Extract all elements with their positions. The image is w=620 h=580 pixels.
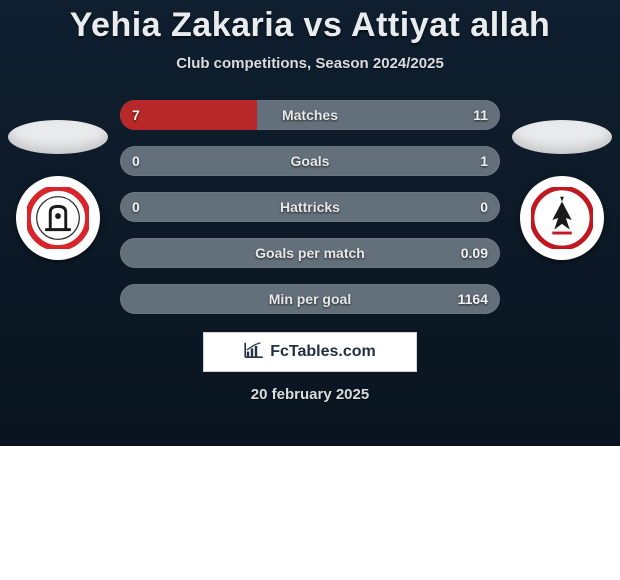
stat-label: Min per goal bbox=[120, 284, 500, 314]
stat-value-right: 11 bbox=[473, 100, 488, 130]
stat-rows: 7 Matches 11 0 Goals 1 0 Hattricks 0 Goa… bbox=[120, 100, 500, 314]
player-left-ellipse bbox=[8, 120, 108, 154]
club-badge-right bbox=[520, 176, 604, 260]
stat-row: 7 Matches 11 bbox=[120, 100, 500, 130]
player-left-panel bbox=[8, 120, 108, 260]
stat-label: Matches bbox=[120, 100, 500, 130]
stat-row: 0 Hattricks 0 bbox=[120, 192, 500, 222]
brand-label: FcTables.com bbox=[270, 343, 376, 361]
stat-value-right: 1 bbox=[480, 146, 488, 176]
stat-row: Min per goal 1164 bbox=[120, 284, 500, 314]
stat-row: 0 Goals 1 bbox=[120, 146, 500, 176]
club-badge-left bbox=[16, 176, 100, 260]
stat-value-right: 0 bbox=[480, 192, 488, 222]
player-right-ellipse bbox=[512, 120, 612, 154]
subtitle: Club competitions, Season 2024/2025 bbox=[0, 55, 620, 72]
date-label: 20 february 2025 bbox=[0, 386, 620, 403]
stat-label: Goals bbox=[120, 146, 500, 176]
club-crest-left-icon bbox=[27, 187, 89, 249]
chart-icon bbox=[244, 342, 264, 363]
club-crest-right-icon bbox=[531, 187, 593, 249]
stat-label: Goals per match bbox=[120, 238, 500, 268]
stat-row: Goals per match 0.09 bbox=[120, 238, 500, 268]
page-title: Yehia Zakaria vs Attiyat allah bbox=[0, 0, 620, 45]
stat-label: Hattricks bbox=[120, 192, 500, 222]
stat-value-right: 0.09 bbox=[461, 238, 488, 268]
comparison-card: Yehia Zakaria vs Attiyat allah Club comp… bbox=[0, 0, 620, 446]
player-right-panel bbox=[512, 120, 612, 260]
brand-box[interactable]: FcTables.com bbox=[203, 332, 417, 372]
stat-value-right: 1164 bbox=[458, 284, 488, 314]
